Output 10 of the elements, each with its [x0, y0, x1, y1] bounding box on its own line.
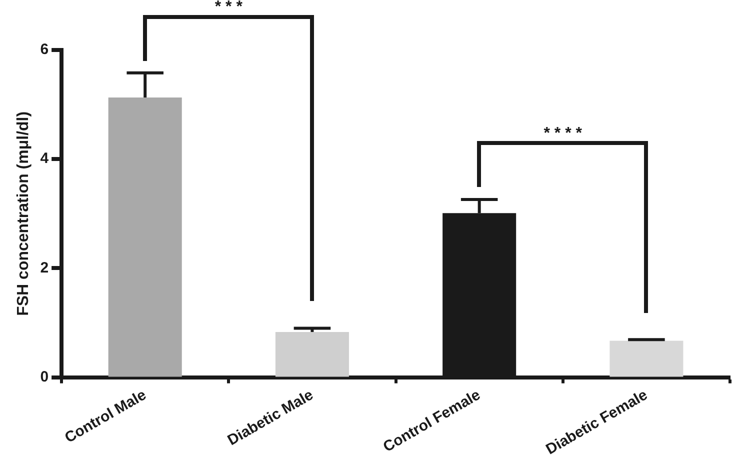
annotation: * * * *	[544, 124, 583, 142]
text: * * *	[214, 0, 244, 16]
y-tick-label: 4	[40, 150, 50, 168]
bar	[610, 340, 684, 377]
y-tick-label: 0	[40, 368, 49, 386]
bar	[108, 97, 182, 377]
bar	[275, 332, 349, 377]
y-tick-label: 2	[40, 259, 49, 276]
y-tick-label: 6	[40, 41, 49, 58]
y-axis-title: FSH concentration (mμl/dl)	[15, 111, 32, 316]
